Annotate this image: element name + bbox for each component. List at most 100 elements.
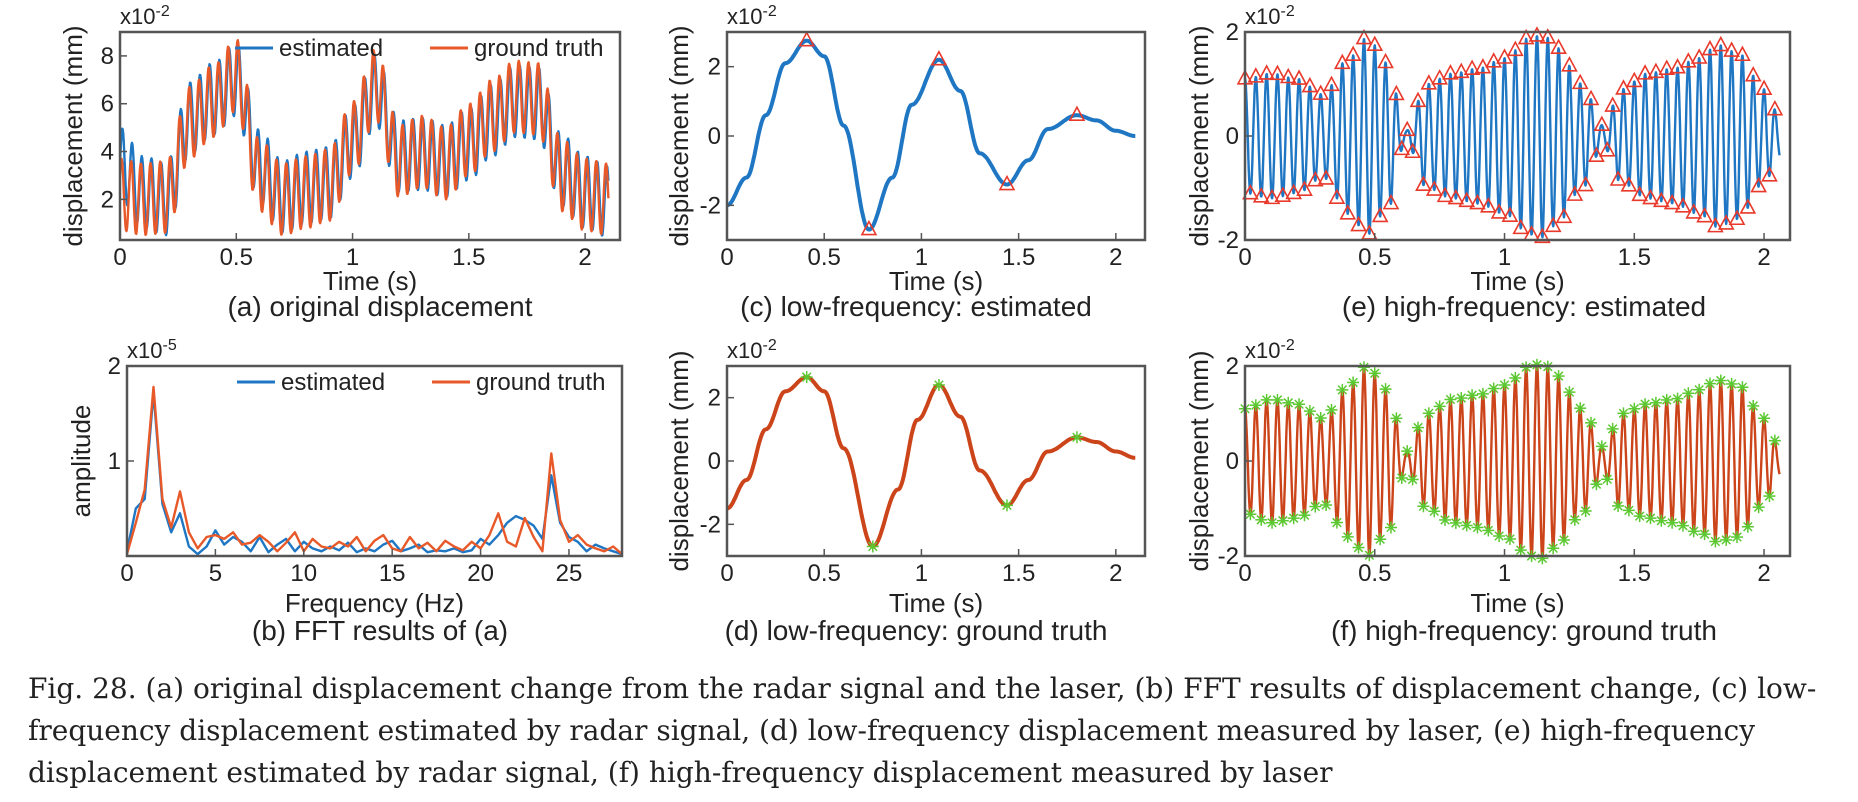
extremum-marker	[1612, 499, 1625, 512]
extremum-marker	[932, 379, 945, 391]
y-tick-label: 2	[108, 353, 121, 380]
extremum-marker	[1714, 374, 1727, 387]
extremum-marker	[1509, 371, 1522, 384]
extremum-marker	[1747, 399, 1760, 412]
extremum-marker	[1493, 530, 1506, 543]
extremum-marker	[1285, 183, 1302, 200]
x-tick-label: 2	[1109, 560, 1122, 587]
extremum-marker	[1685, 203, 1703, 219]
legend-label: ground truth	[474, 35, 603, 62]
star-stroke	[1348, 377, 1358, 388]
extremum-marker	[1642, 188, 1659, 205]
star-stroke	[1726, 379, 1737, 389]
extremum-marker	[1676, 519, 1689, 532]
star-stroke	[1337, 385, 1348, 395]
extremum-marker	[1663, 193, 1681, 210]
y-axis-label-e: displacement (mm)	[1184, 25, 1214, 246]
series-line-c-0	[727, 38, 1137, 232]
star-stroke	[1753, 502, 1764, 512]
star-stroke	[1607, 424, 1618, 434]
extremum-marker	[1068, 105, 1086, 121]
extremum-marker	[1536, 552, 1549, 565]
x-axis-label-f: Time (s)	[1470, 588, 1564, 618]
star-stroke	[1570, 514, 1580, 525]
extremum-marker	[1404, 142, 1421, 159]
y-tick-label: 2	[1226, 353, 1239, 380]
extremum-marker	[1739, 198, 1757, 214]
extremum-marker	[1070, 431, 1083, 444]
star-stroke	[1283, 398, 1294, 408]
extremum-marker	[1598, 141, 1616, 157]
x-tick-label: 0	[1238, 244, 1251, 271]
star-stroke	[1564, 387, 1575, 397]
star-stroke	[1434, 401, 1445, 412]
extremum-marker	[1682, 387, 1695, 400]
x-tick-label: 0	[1238, 560, 1251, 587]
extremum-marker	[1384, 521, 1397, 534]
extremum-marker	[1350, 215, 1367, 232]
star-stroke	[1580, 506, 1591, 516]
extremum-marker	[1507, 40, 1524, 57]
extremum-marker	[1606, 422, 1619, 435]
extremum-marker	[1680, 52, 1697, 68]
axis-multiplier-e: x10-2	[1245, 3, 1295, 29]
extremum-marker	[1439, 513, 1452, 526]
plot-area-d	[727, 375, 1137, 549]
extremum-marker	[1368, 367, 1381, 380]
extremum-marker	[1433, 400, 1446, 413]
x-tick-label: 1	[1498, 560, 1511, 587]
extremum-marker	[1330, 516, 1343, 529]
series-line-e-0	[1245, 35, 1781, 239]
extremum-marker	[1690, 48, 1708, 64]
y-axis-label-c: displacement (mm)	[664, 25, 694, 246]
star-stroke	[1278, 515, 1288, 526]
extremum-marker	[1444, 393, 1457, 406]
star-stroke	[801, 372, 812, 382]
extremum-marker	[1422, 407, 1435, 420]
x-tick-label: 0	[720, 244, 733, 271]
x-axis-label-c: Time (s)	[889, 266, 983, 296]
extremum-marker	[1752, 501, 1765, 514]
star-stroke	[1342, 532, 1353, 542]
y-tick-label: 2	[1226, 19, 1239, 46]
extremum-marker	[1601, 473, 1614, 486]
x-tick-label: 0.5	[808, 244, 841, 271]
y-tick-label: 0	[708, 448, 721, 475]
extremum-marker	[1631, 185, 1649, 202]
star-stroke	[1510, 373, 1521, 383]
star-stroke	[1245, 509, 1256, 520]
extremum-marker	[1452, 62, 1470, 79]
star-stroke	[1634, 511, 1645, 521]
x-tick-label: 0.5	[808, 560, 841, 587]
panel-subtitle-e: (e) high-frequency: estimated	[1342, 291, 1706, 322]
axis-multiplier-d: x10-2	[727, 337, 777, 363]
extremum-marker	[1415, 175, 1432, 192]
extremum-marker	[1366, 35, 1384, 52]
extremum-marker	[1309, 500, 1322, 513]
extremum-marker	[1674, 197, 1692, 213]
star-stroke	[1429, 506, 1440, 517]
extremum-marker	[1528, 26, 1546, 42]
x-tick-label: 0.5	[1358, 560, 1391, 587]
extremum-marker	[1336, 383, 1349, 396]
extremum-marker	[1563, 386, 1576, 399]
star-stroke	[1602, 474, 1613, 485]
extremum-marker	[1371, 206, 1389, 223]
star-stroke	[1505, 534, 1515, 544]
extremum-marker	[1660, 393, 1673, 406]
extremum-marker	[1320, 499, 1333, 512]
extremum-marker	[1571, 73, 1589, 90]
star-stroke	[1332, 517, 1342, 528]
extremum-marker	[1242, 184, 1259, 200]
panel-subtitle-b: (b) FFT results of (a)	[252, 615, 508, 646]
extremum-marker	[1341, 530, 1354, 543]
star-stroke	[1575, 403, 1585, 413]
y-tick-label: -2	[700, 511, 721, 538]
star-stroke	[1716, 375, 1726, 386]
x-tick-label: 1	[346, 244, 359, 271]
extremum-marker	[1590, 478, 1603, 491]
x-tick-label: 1.5	[1002, 560, 1035, 587]
x-tick-label: 15	[379, 560, 406, 587]
extremum-marker	[1390, 412, 1403, 425]
x-tick-label: 1	[915, 244, 928, 271]
